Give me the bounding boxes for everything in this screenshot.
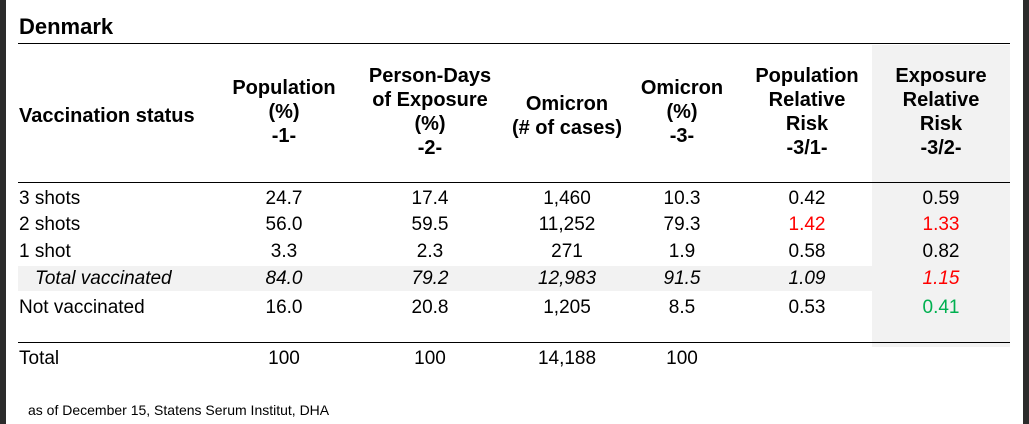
omicron-pct-cell: 8.5 xyxy=(668,297,696,318)
header-line: Vaccination status xyxy=(19,105,195,127)
source-note: as of December 15, Statens Serum Institu… xyxy=(28,402,330,418)
person-days-pct-cell: 2.3 xyxy=(416,241,444,262)
row-label: 3 shots xyxy=(19,188,81,209)
population-relative-risk-cell: 1.42 xyxy=(788,214,826,235)
total-vaccinated-row-shade xyxy=(18,266,872,291)
table-panel: Denmark Vaccination status Population (%… xyxy=(6,0,1023,424)
person-days-pct-cell: 59.5 xyxy=(411,214,449,235)
row-label: Total vaccinated xyxy=(35,268,172,289)
header-line: Omicron xyxy=(525,93,609,115)
header-person-days: Person-Days of Exposure (%) -2- xyxy=(350,64,510,160)
omicron-pct-cell: 79.3 xyxy=(663,214,701,235)
header-line: Population xyxy=(755,65,859,87)
header-line: Risk xyxy=(919,113,963,135)
header-rule xyxy=(18,182,1010,183)
omicron-pct-cell: 100 xyxy=(666,348,698,369)
row-label: 1 shot xyxy=(19,241,71,262)
row-label: Not vaccinated xyxy=(19,297,145,318)
person-days-pct-cell: 20.8 xyxy=(411,297,449,318)
header-line: (%) xyxy=(414,113,446,135)
exposure-relative-risk-cell: 1.15 xyxy=(922,268,960,289)
omicron-pct-cell: 1.9 xyxy=(668,241,696,262)
header-line: Risk xyxy=(785,113,829,135)
population-relative-risk-cell: 0.42 xyxy=(788,188,826,209)
header-line: Population xyxy=(232,77,336,99)
header-line: of Exposure xyxy=(372,89,488,111)
population-pct-cell: 24.7 xyxy=(265,188,303,209)
row-label: Total xyxy=(19,348,60,369)
exposure-relative-risk-cell: 1.33 xyxy=(922,214,960,235)
omicron-cases-cell: 11,252 xyxy=(538,214,596,235)
person-days-pct-cell: 79.2 xyxy=(411,268,449,289)
header-line: (%) xyxy=(268,101,300,123)
omicron-pct-cell: 10.3 xyxy=(663,188,701,209)
omicron-cases-cell: 1,205 xyxy=(543,297,591,318)
population-pct-cell: 56.0 xyxy=(265,214,303,235)
header-line: -2- xyxy=(417,137,443,159)
header-line: Omicron xyxy=(640,77,724,99)
omicron-cases-cell: 12,983 xyxy=(537,268,597,289)
omicron-pct-cell: 91.5 xyxy=(663,268,701,289)
header-population-relative-risk: Population Relative Risk -3/1- xyxy=(742,64,872,160)
person-days-pct-cell: 17.4 xyxy=(411,188,449,209)
omicron-cases-cell: 271 xyxy=(551,241,583,262)
header-vaccination-status: Vaccination status xyxy=(19,104,195,128)
title-rule xyxy=(18,43,1010,44)
header-line: -3/2- xyxy=(920,137,962,159)
omicron-cases-cell: 1,460 xyxy=(543,188,591,209)
exposure-relative-risk-cell: 0.82 xyxy=(922,241,960,262)
header-line: Person-Days xyxy=(368,65,492,87)
row-label: 2 shots xyxy=(19,214,81,235)
header-line: -3/1- xyxy=(786,137,828,159)
omicron-cases-cell: 14,188 xyxy=(537,348,597,369)
population-pct-cell: 3.3 xyxy=(270,241,298,262)
population-pct-cell: 100 xyxy=(268,348,300,369)
header-line: (# of cases) xyxy=(511,117,623,139)
table-title: Denmark xyxy=(19,14,114,39)
population-pct-cell: 84.0 xyxy=(265,268,303,289)
population-relative-risk-cell: 0.58 xyxy=(788,241,826,262)
header-line: -1- xyxy=(271,125,297,147)
header-line: Relative xyxy=(902,89,980,111)
population-pct-cell: 16.0 xyxy=(265,297,303,318)
header-line: (%) xyxy=(666,101,698,123)
exposure-relative-risk-cell: 0.59 xyxy=(922,188,960,209)
header-line: Exposure xyxy=(895,65,987,87)
exposure-risk-column-shade xyxy=(872,45,1010,347)
header-line: -3- xyxy=(669,125,695,147)
header-exposure-relative-risk: Exposure Relative Risk -3/2- xyxy=(876,64,1006,160)
header-omicron-cases: Omicron (# of cases) xyxy=(502,92,632,140)
header-line: Relative xyxy=(768,89,846,111)
header-population: Population (%) -1- xyxy=(224,76,344,148)
exposure-relative-risk-cell: 0.41 xyxy=(922,297,960,318)
population-relative-risk-cell: 0.53 xyxy=(788,297,826,318)
person-days-pct-cell: 100 xyxy=(414,348,446,369)
header-omicron-pct: Omicron (%) -3- xyxy=(632,76,732,148)
total-rule xyxy=(18,342,1010,343)
population-relative-risk-cell: 1.09 xyxy=(788,268,826,289)
